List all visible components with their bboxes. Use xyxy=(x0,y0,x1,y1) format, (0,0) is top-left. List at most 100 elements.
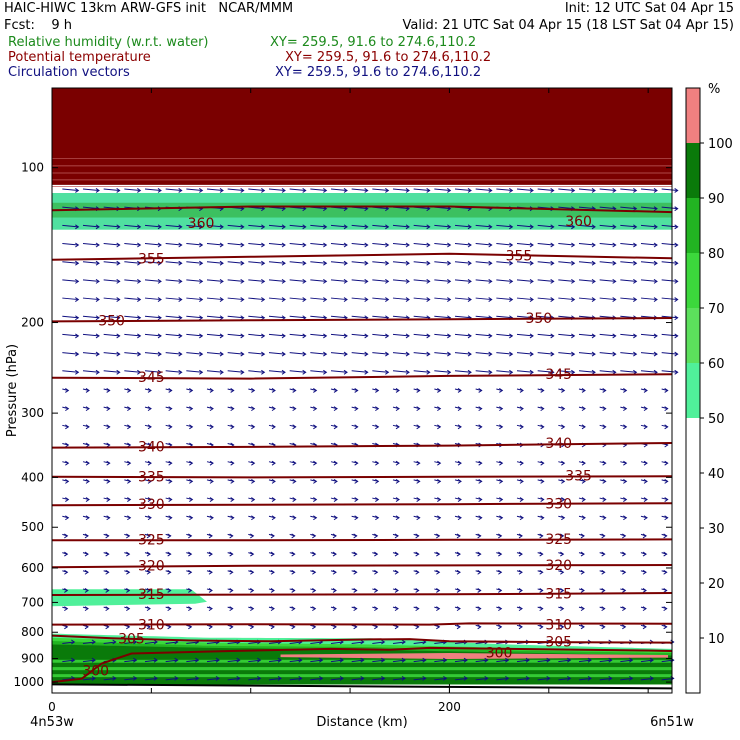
vector-arrowhead xyxy=(85,515,90,521)
vector-arrowhead xyxy=(65,388,70,393)
circulation-vector xyxy=(454,243,472,246)
vector-arrowhead xyxy=(313,478,318,484)
vector-arrowhead xyxy=(302,369,307,375)
vector-arrowhead xyxy=(653,278,658,284)
vector-arrowhead xyxy=(178,351,183,357)
vector-arrowhead xyxy=(178,315,183,321)
vector-arrowhead xyxy=(529,333,534,339)
circulation-vector xyxy=(475,243,492,246)
vector-arrowhead xyxy=(664,460,669,466)
vector-arrowhead xyxy=(394,588,399,593)
circulation-vector xyxy=(186,261,203,264)
circulation-vector xyxy=(144,315,162,319)
vector-arrowhead xyxy=(550,242,555,248)
vector-arrowhead xyxy=(499,424,504,430)
circulation-vector xyxy=(310,659,323,663)
circulation-vector xyxy=(475,261,492,264)
vector-arrowhead xyxy=(127,497,132,502)
vector-arrowhead xyxy=(230,460,235,466)
vector-arrowhead xyxy=(457,515,462,521)
vector-arrowhead xyxy=(499,515,504,521)
circulation-vector xyxy=(558,224,575,228)
vector-arrowhead xyxy=(633,278,638,284)
isentrope-label-350: 350 xyxy=(98,313,125,329)
vector-arrowhead xyxy=(147,478,152,484)
circulation-vector xyxy=(537,279,554,282)
vector-arrowhead xyxy=(261,369,266,375)
vector-arrowhead xyxy=(157,260,162,266)
circulation-vector xyxy=(599,279,616,282)
vector-arrowhead xyxy=(75,297,80,302)
circulation-vector xyxy=(496,279,513,282)
vector-arrowhead xyxy=(65,515,70,521)
vector-arrowhead xyxy=(219,278,224,284)
vector-arrowhead xyxy=(167,588,172,593)
vector-arrowhead xyxy=(416,388,421,393)
circulation-vector xyxy=(186,352,203,355)
vector-arrowhead xyxy=(251,497,256,502)
circulation-vector xyxy=(82,677,96,681)
circulation-vector xyxy=(289,315,306,319)
circulation-vector xyxy=(82,315,100,319)
circulation-vector xyxy=(454,297,472,301)
circulation-vector xyxy=(454,188,472,191)
vector-arrowhead xyxy=(394,569,399,575)
vector-arrowhead xyxy=(168,478,173,484)
vector-arrowhead xyxy=(674,278,679,284)
circulation-vector xyxy=(103,641,116,644)
vector-arrowhead xyxy=(519,424,524,430)
vector-arrowhead xyxy=(209,515,214,521)
vector-arrowhead xyxy=(95,224,100,230)
vector-arrowhead xyxy=(529,260,534,266)
vector-arrowhead xyxy=(116,188,121,193)
circulation-vector xyxy=(392,333,410,337)
vector-arrowhead xyxy=(364,278,369,284)
vector-arrowhead xyxy=(126,606,131,612)
vector-arrowhead xyxy=(174,675,179,681)
vector-arrowhead xyxy=(127,388,132,393)
vector-arrowhead xyxy=(509,188,514,193)
circulation-vector xyxy=(124,279,141,282)
vector-arrowhead xyxy=(664,478,669,484)
vector-arrowhead xyxy=(415,606,420,612)
isentrope-line-340 xyxy=(51,442,673,449)
vector-arrowhead xyxy=(642,588,647,593)
vector-arrowhead xyxy=(642,569,647,575)
circulation-vector xyxy=(413,677,426,681)
vector-arrowhead xyxy=(518,533,523,539)
vector-arrowhead xyxy=(456,588,461,593)
circulation-vector xyxy=(330,659,344,663)
vector-arrowhead xyxy=(116,297,121,302)
circulation-vector xyxy=(62,297,79,301)
vector-arrowhead xyxy=(353,551,358,557)
vector-arrowhead xyxy=(498,569,503,575)
circulation-vector xyxy=(227,333,244,337)
vector-arrowhead xyxy=(602,388,607,393)
vector-arrowhead xyxy=(395,460,400,466)
vector-arrowhead xyxy=(540,515,545,521)
vector-arrowhead xyxy=(457,424,462,430)
circulation-vector xyxy=(330,352,348,355)
circulation-vector xyxy=(475,188,492,191)
vector-arrowhead xyxy=(484,657,489,663)
circulation-vector xyxy=(640,297,658,301)
x-tick-label: 200 xyxy=(438,700,461,714)
vector-arrowhead xyxy=(257,657,262,663)
circulation-vector xyxy=(289,224,306,228)
vector-arrowhead xyxy=(550,278,555,284)
vector-arrowhead xyxy=(550,224,555,230)
vector-arrowhead xyxy=(261,315,266,321)
vector-arrowhead xyxy=(105,569,110,575)
vector-arrowhead xyxy=(374,569,379,575)
colorbar-bin-70 xyxy=(686,253,700,308)
circulation-vector xyxy=(62,188,79,191)
vector-arrowhead xyxy=(343,188,348,193)
vector-arrowhead xyxy=(75,260,80,266)
circulation-vector xyxy=(496,333,513,337)
vector-arrowhead xyxy=(91,675,96,681)
circulation-vector xyxy=(351,333,368,337)
circulation-vector xyxy=(82,352,100,355)
vector-arrowhead xyxy=(437,515,442,521)
vector-arrowhead xyxy=(643,388,648,393)
circulation-vector xyxy=(351,352,368,355)
